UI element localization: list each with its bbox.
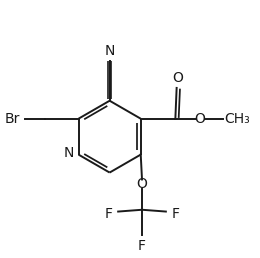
Text: N: N — [105, 44, 115, 58]
Text: F: F — [138, 239, 146, 253]
Text: O: O — [194, 112, 205, 126]
Text: F: F — [105, 207, 113, 221]
Text: O: O — [136, 177, 147, 191]
Text: Br: Br — [4, 112, 20, 126]
Text: N: N — [63, 146, 74, 160]
Text: O: O — [172, 71, 183, 85]
Text: F: F — [172, 207, 179, 221]
Text: CH₃: CH₃ — [224, 112, 250, 126]
